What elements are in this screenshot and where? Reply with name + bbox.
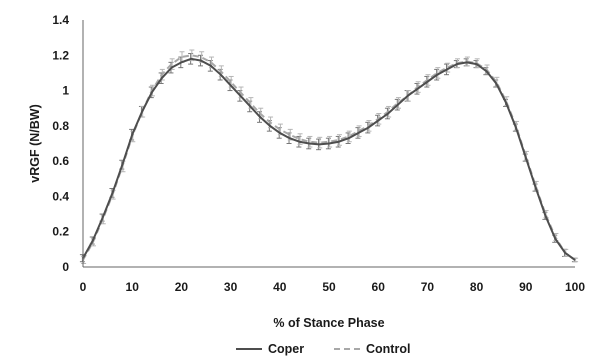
- y-tick-label: 0.6: [52, 154, 69, 168]
- legend: Coper Control: [236, 342, 410, 356]
- x-tick-label: 80: [470, 280, 484, 294]
- x-tick-label: 30: [224, 280, 238, 294]
- x-axis-title: % of Stance Phase: [273, 316, 384, 330]
- y-tick-label: 1.2: [52, 48, 69, 62]
- plot-area: [79, 49, 579, 264]
- legend-label-coper: Coper: [268, 342, 304, 356]
- x-tick-label: 40: [273, 280, 287, 294]
- x-tick-label: 10: [126, 280, 140, 294]
- y-axis-title: vRGF (N/BW): [28, 104, 42, 182]
- y-tick-labels: 0 0.2 0.4 0.6 0.8 1 1.2 1.4: [52, 13, 69, 274]
- series-line-coper: [82, 57, 576, 261]
- error-bars: [79, 49, 579, 264]
- x-tick-label: 70: [421, 280, 435, 294]
- x-tick-label: 50: [322, 280, 336, 294]
- x-tick-label: 60: [372, 280, 386, 294]
- x-tick-label: 20: [175, 280, 189, 294]
- y-tick-label: 0.2: [52, 225, 69, 239]
- series-lines: [82, 54, 576, 261]
- legend-label-control: Control: [366, 342, 410, 356]
- y-tick-label: 1.4: [52, 13, 69, 27]
- y-tick-label: 0: [62, 260, 69, 274]
- y-tick-label: 0.8: [52, 119, 69, 133]
- series-line-control: [82, 54, 576, 261]
- x-tick-label: 100: [565, 280, 585, 294]
- x-tick-labels: 0 10 20 30 40 50 60 70 80 90 100: [80, 280, 586, 294]
- y-tick-label: 1: [62, 84, 69, 98]
- y-tick-label: 0.4: [52, 189, 69, 203]
- x-tick-label: 90: [519, 280, 533, 294]
- x-tick-label: 0: [80, 280, 87, 294]
